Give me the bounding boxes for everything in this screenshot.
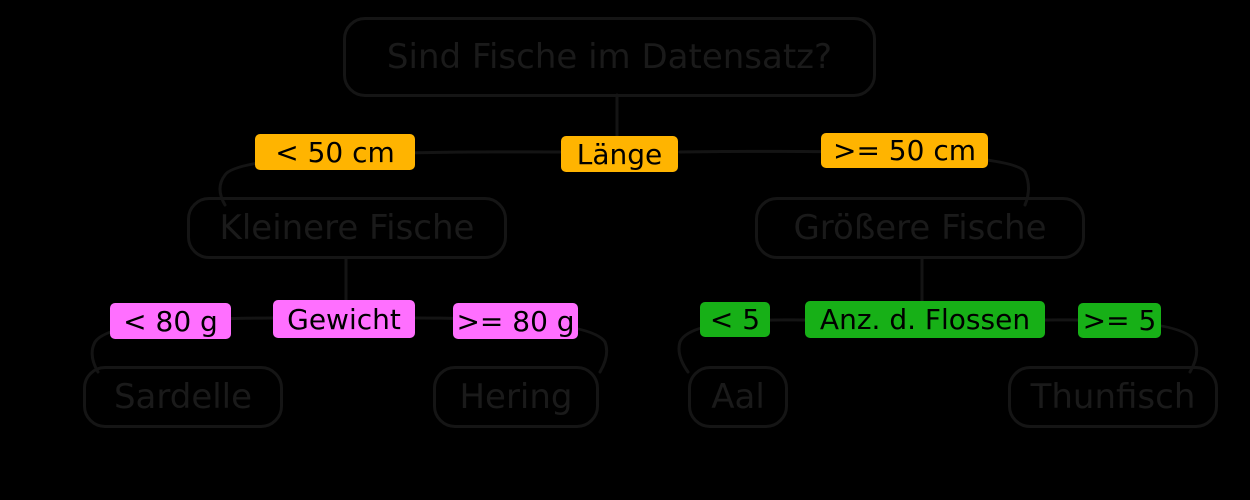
condition-fins-less-text: < 5 bbox=[709, 303, 761, 336]
condition-fins-greater-text: >= 5 bbox=[1082, 304, 1157, 337]
leaf-eel-text: Aal bbox=[711, 377, 765, 417]
leaf-eel: Aal bbox=[688, 366, 788, 428]
condition-length-less-text: < 50 cm bbox=[275, 135, 395, 169]
question-length-label: Länge bbox=[561, 136, 678, 172]
root-node: Sind Fische im Datensatz? bbox=[343, 17, 876, 97]
leaf-tuna: Thunfisch bbox=[1008, 366, 1218, 428]
larger-fish-node-text: Größere Fische bbox=[793, 208, 1047, 248]
smaller-fish-node-text: Kleinere Fische bbox=[219, 208, 475, 248]
leaf-herring-text: Hering bbox=[459, 377, 573, 417]
larger-fish-node: Größere Fische bbox=[755, 197, 1085, 259]
edge-root-left bbox=[218, 150, 562, 207]
edge-root-right bbox=[678, 149, 1030, 207]
question-weight-text: Gewicht bbox=[287, 302, 401, 336]
condition-fins-greater-label: >= 5 bbox=[1078, 303, 1161, 338]
condition-length-greater-label: >= 50 cm bbox=[821, 133, 988, 168]
leaf-herring: Hering bbox=[433, 366, 599, 428]
condition-weight-less-label: < 80 g bbox=[110, 303, 231, 339]
question-fins-label: Anz. d. Flossen bbox=[805, 301, 1045, 338]
question-weight-label: Gewicht bbox=[273, 300, 415, 338]
leaf-sardine-text: Sardelle bbox=[113, 377, 253, 417]
question-length-text: Länge bbox=[576, 137, 663, 171]
question-fins-text: Anz. d. Flossen bbox=[819, 303, 1031, 336]
condition-fins-less-label: < 5 bbox=[700, 302, 770, 337]
leaf-tuna-text: Thunfisch bbox=[1030, 377, 1196, 417]
root-node-text: Sind Fische im Datensatz? bbox=[386, 37, 833, 77]
smaller-fish-node: Kleinere Fische bbox=[187, 197, 507, 259]
condition-length-less-label: < 50 cm bbox=[255, 134, 415, 170]
condition-weight-less-text: < 80 g bbox=[123, 304, 218, 338]
condition-length-greater-text: >= 50 cm bbox=[832, 134, 977, 167]
leaf-sardine: Sardelle bbox=[83, 366, 283, 428]
condition-weight-greater-label: >= 80 g bbox=[453, 303, 578, 339]
condition-weight-greater-text: >= 80 g bbox=[456, 304, 575, 338]
